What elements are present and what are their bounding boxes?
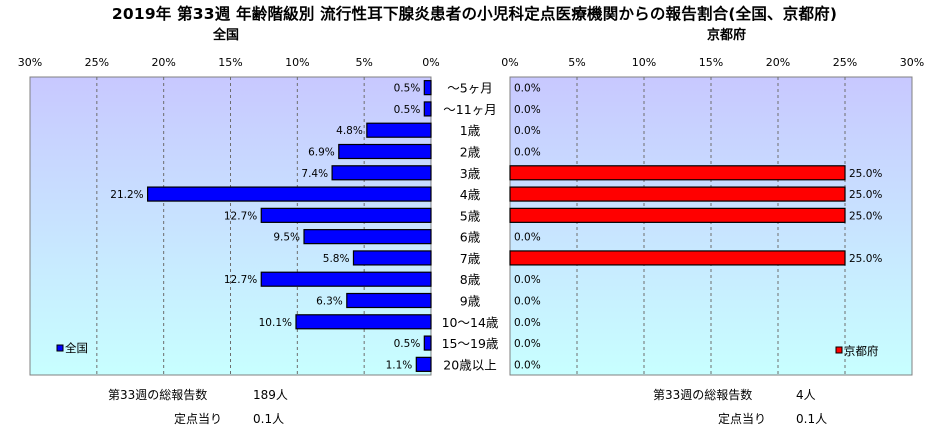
kyoto-data-label: 25.0% [849, 210, 882, 222]
category-label: 1歳 [460, 123, 481, 138]
category-label: 9歳 [460, 294, 481, 309]
kyoto-legend-label: 京都府 [844, 344, 879, 358]
national-bar [352, 250, 432, 266]
national-bar [338, 143, 432, 160]
kyoto-tick-label: 15% [699, 56, 723, 69]
national-total-value: 189人 [253, 388, 288, 402]
national-bar [423, 80, 432, 96]
kyoto-tick-label: 5% [568, 56, 585, 69]
national-tick-label: 10% [285, 56, 309, 69]
national-panel-title: 全国 [213, 28, 240, 43]
kyoto-data-label: 0.0% [514, 232, 541, 244]
kyoto-data-label: 0.0% [514, 274, 541, 286]
kyoto-per-label: 定点当り [718, 412, 767, 426]
kyoto-tick-label: 25% [833, 56, 857, 69]
kyoto-legend-swatch [835, 346, 843, 354]
national-bar [423, 335, 432, 351]
national-data-label: 9.5% [273, 232, 300, 244]
kyoto-data-label: 0.0% [514, 359, 541, 371]
kyoto-bar [509, 186, 846, 202]
national-bar [260, 207, 432, 223]
national-bar [295, 314, 432, 330]
kyoto-bar [509, 207, 846, 223]
kyoto-tick-label: 20% [766, 56, 790, 69]
kyoto-data-label: 0.0% [514, 104, 541, 116]
kyoto-data-label: 0.0% [514, 147, 541, 159]
kyoto-tick-label: 30% [900, 56, 924, 69]
kyoto-bar [509, 250, 846, 266]
category-label: 20歳以上 [443, 357, 496, 372]
category-label: 6歳 [460, 230, 481, 245]
national-bar [147, 186, 432, 202]
national-bar [366, 122, 432, 138]
kyoto-data-label: 0.0% [514, 125, 541, 137]
category-label: 2歳 [460, 145, 481, 160]
national-tick-label: 0% [422, 56, 439, 69]
national-legend-swatch [56, 344, 64, 352]
national-data-label: 7.4% [301, 168, 328, 180]
kyoto-data-label: 0.0% [514, 83, 541, 95]
kyoto-total-value: 4人 [796, 388, 816, 402]
kyoto-panel-title: 京都府 [707, 28, 747, 43]
kyoto-data-label: 25.0% [849, 168, 882, 180]
category-label: ～5ヶ月 [447, 81, 492, 96]
category-label: 8歳 [460, 272, 481, 287]
national-tick-label: 20% [151, 56, 175, 69]
category-label: 7歳 [460, 251, 481, 266]
national-bar [423, 101, 432, 117]
category-label: 3歳 [460, 166, 481, 181]
category-label: 5歳 [460, 208, 481, 223]
national-total-label: 第33週の総報告数 [108, 388, 208, 402]
kyoto-tick-label: 0% [501, 56, 518, 69]
national-data-label: 5.8% [323, 253, 350, 265]
national-data-label: 0.5% [394, 338, 421, 350]
kyoto-per-value: 0.1人 [796, 412, 828, 426]
national-data-label: 0.5% [394, 83, 421, 95]
national-tick-label: 5% [355, 56, 372, 69]
kyoto-data-label: 0.0% [514, 338, 541, 350]
national-tick-label: 15% [218, 56, 242, 69]
category-label: 4歳 [460, 187, 481, 202]
national-data-label: 0.5% [394, 104, 421, 116]
category-label: 10～14歳 [442, 315, 499, 330]
category-label: 15～19歳 [442, 336, 499, 351]
kyoto-data-label: 25.0% [849, 189, 882, 201]
national-per-value: 0.1人 [253, 412, 285, 426]
national-bar [303, 229, 432, 245]
kyoto-data-label: 0.0% [514, 296, 541, 308]
national-bar [415, 356, 432, 372]
national-bar [260, 271, 432, 287]
national-data-label: 4.8% [336, 125, 363, 137]
national-data-label: 21.2% [110, 189, 143, 201]
national-data-label: 1.1% [386, 359, 413, 371]
national-data-label: 6.3% [316, 296, 343, 308]
national-bar [346, 292, 432, 309]
chart-title: 2019年 第33週 年齢階級別 流行性耳下腺炎患者の小児科定点医療機関からの報… [111, 5, 838, 23]
kyoto-bar [509, 165, 846, 181]
national-data-label: 12.7% [224, 274, 257, 286]
national-data-label: 6.9% [308, 147, 335, 159]
kyoto-data-label: 25.0% [849, 253, 882, 265]
category-label: ～11ヶ月 [443, 102, 496, 117]
kyoto-tick-label: 10% [632, 56, 656, 69]
national-data-label: 10.1% [259, 317, 292, 329]
national-legend-label: 全国 [65, 341, 88, 355]
national-tick-label: 25% [85, 56, 109, 69]
national-data-label: 12.7% [224, 210, 257, 222]
kyoto-total-label: 第33週の総報告数 [653, 388, 753, 402]
national-per-label: 定点当り [174, 412, 223, 426]
national-bar [331, 165, 432, 181]
national-tick-label: 30% [18, 56, 42, 69]
kyoto-data-label: 0.0% [514, 317, 541, 329]
